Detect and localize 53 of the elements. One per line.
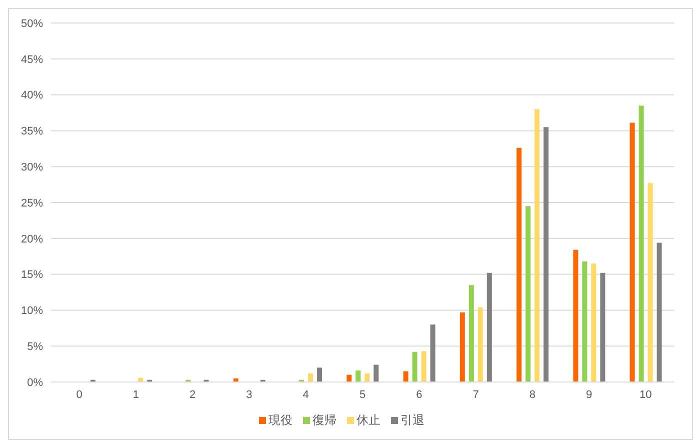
bar xyxy=(478,307,483,382)
bar xyxy=(421,351,426,382)
bar xyxy=(308,373,314,382)
bar xyxy=(138,378,144,382)
bar xyxy=(600,272,606,382)
x-tick-label: 6 xyxy=(416,388,422,401)
bar xyxy=(356,370,361,382)
y-tick-label: 25% xyxy=(20,197,44,210)
bar xyxy=(430,324,436,382)
bar xyxy=(486,272,492,382)
bar xyxy=(317,368,322,382)
bar xyxy=(403,371,408,382)
y-tick-label: 10% xyxy=(20,305,44,318)
x-tick-label: 0 xyxy=(76,388,82,401)
x-tick-label: 3 xyxy=(246,388,252,401)
bar xyxy=(573,250,578,382)
x-tick-label: 10 xyxy=(640,388,652,401)
y-tick-label: 0% xyxy=(27,376,44,389)
bar xyxy=(374,364,379,382)
y-tick-label: 45% xyxy=(20,54,44,66)
legend-label: 引退 xyxy=(400,412,424,429)
y-tick-label: 50% xyxy=(20,18,44,30)
y-tick-label: 20% xyxy=(20,233,44,246)
y-tick-label: 15% xyxy=(20,269,44,282)
bar xyxy=(364,373,370,382)
bar xyxy=(630,122,635,382)
y-tick-label: 35% xyxy=(20,126,44,138)
bar xyxy=(648,183,653,382)
bar xyxy=(534,109,540,382)
x-tick-label: 1 xyxy=(132,388,140,401)
bar xyxy=(460,312,465,382)
bar xyxy=(656,242,662,382)
bar xyxy=(516,148,522,382)
x-tick-label: 4 xyxy=(302,388,309,401)
x-tick-label: 2 xyxy=(190,388,196,401)
y-tick-label: 30% xyxy=(20,162,44,174)
bar xyxy=(346,374,352,382)
x-tick-label: 5 xyxy=(359,388,366,401)
bar xyxy=(468,285,474,382)
legend-label: 現役 xyxy=(268,412,292,429)
bar xyxy=(412,352,418,382)
y-tick-label: 5% xyxy=(27,341,44,354)
x-tick-label: 9 xyxy=(586,388,592,401)
legend-label: 復帰 xyxy=(312,412,336,429)
bar xyxy=(638,106,644,382)
x-tick-label: 8 xyxy=(529,388,536,401)
bar xyxy=(591,264,596,382)
bar xyxy=(544,127,549,382)
x-tick-label: 7 xyxy=(472,388,479,401)
y-tick-label: 40% xyxy=(20,90,44,102)
legend-label: 休止 xyxy=(356,412,380,429)
bar xyxy=(526,206,531,382)
bar xyxy=(582,261,588,382)
